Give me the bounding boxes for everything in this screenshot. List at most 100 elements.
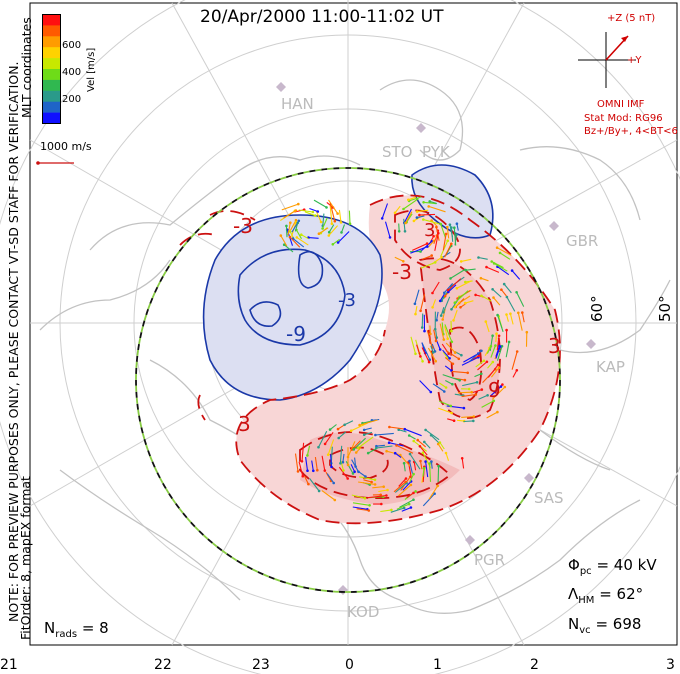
heppner-maynard-boundary-green [135, 167, 561, 593]
vector-origin [460, 353, 463, 357]
velocity-vector [390, 507, 405, 513]
vector-origin [379, 493, 383, 497]
vector-origin [424, 428, 427, 432]
velocity-vector [328, 224, 335, 233]
velocity-vector [326, 201, 334, 208]
velocity-vector [432, 383, 445, 392]
velocity-vector [289, 236, 301, 248]
vector-origin [453, 305, 457, 309]
velocity-vector [344, 420, 354, 426]
velocity-vector [445, 380, 453, 385]
velocity-vector [422, 493, 436, 507]
velocity-vector [440, 240, 449, 257]
vector-origin [412, 219, 416, 223]
vector-origin [500, 288, 503, 292]
station-label-kap: KAP [596, 358, 625, 376]
velocity-vector [481, 400, 495, 408]
vector-origin [477, 354, 481, 358]
velocity-vector [426, 330, 433, 348]
vector-origin [494, 344, 497, 347]
velocity-vector [403, 218, 406, 232]
velocity-vector [367, 494, 387, 499]
vector-origin [430, 460, 433, 463]
velocity-vector [330, 454, 333, 467]
velocity-vector [408, 460, 413, 474]
velocity-vector [306, 445, 311, 456]
vector-origin [346, 477, 350, 480]
velocity-vector [403, 198, 419, 210]
velocity-vector [394, 256, 404, 262]
vector-origin [409, 483, 413, 487]
velocity-vector [446, 227, 450, 239]
velocity-vector [403, 463, 406, 472]
vector-origin [475, 381, 479, 384]
vector-origin [333, 498, 337, 502]
vector-origin [419, 250, 422, 253]
vector-origin [353, 470, 356, 474]
velocity-vector [408, 196, 422, 202]
vector-origin [289, 221, 292, 224]
vector-origin [455, 233, 458, 236]
vector-origin [375, 446, 378, 450]
vector-origin [437, 231, 440, 235]
velocity-vector [419, 445, 428, 456]
velocity-vector [348, 210, 351, 224]
vector-origin [433, 492, 436, 496]
vector-origin [350, 448, 354, 451]
velocity-vector [380, 509, 392, 513]
velocity-vector [491, 386, 506, 400]
velocity-vector [505, 341, 510, 358]
velocity-vector [350, 422, 368, 432]
velocity-vector [321, 455, 326, 471]
vector-origin [505, 295, 509, 299]
colorbar-label: Vel [m/s] [86, 47, 97, 92]
velocity-vector [495, 346, 501, 359]
vector-origin [373, 483, 377, 486]
vector-origin [339, 462, 342, 465]
velocity-vector [305, 456, 309, 471]
vector-origin [307, 482, 310, 486]
vector-origin [459, 260, 463, 263]
velocity-vector [318, 227, 329, 235]
vector-origin [435, 225, 438, 229]
velocity-vector [492, 288, 502, 298]
vector-origin [505, 328, 508, 332]
vector-origin [397, 230, 401, 233]
vector-origin [342, 469, 345, 472]
velocity-vector [490, 386, 502, 397]
velocity-vector [398, 478, 407, 487]
colorbar-cell [42, 101, 61, 113]
velocity-vector [394, 482, 407, 493]
vector-origin [450, 308, 453, 311]
contour-label: 3 [238, 412, 251, 436]
velocity-vector [462, 381, 478, 387]
velocity-vector [309, 478, 320, 492]
velocity-vector [329, 202, 336, 222]
velocity-vector [490, 367, 500, 378]
colorbar-cell [42, 112, 61, 124]
velocity-vector [322, 213, 325, 226]
velocity-vector [412, 243, 428, 251]
velocity-vector [304, 475, 309, 485]
vector-origin [357, 470, 360, 474]
vector-origin [414, 312, 417, 316]
velocity-vector [396, 444, 414, 454]
vector-origin [418, 213, 421, 217]
contour-label: -3 [233, 214, 253, 238]
vector-origin [295, 236, 299, 239]
vector-origin [336, 427, 340, 431]
velocity-vector [496, 346, 503, 361]
vector-origin [474, 293, 477, 297]
vector-origin [429, 390, 433, 394]
vector-origin [354, 451, 358, 454]
velocity-vector [478, 394, 488, 400]
velocity-vector [486, 411, 498, 419]
vector-origin [455, 287, 459, 290]
vector-origin [439, 314, 443, 317]
vector-origin [453, 226, 456, 229]
vector-origin [449, 277, 452, 280]
velocity-vector [487, 361, 494, 369]
vector-origin [409, 506, 413, 509]
colorbar-tick: 200 [62, 94, 82, 105]
